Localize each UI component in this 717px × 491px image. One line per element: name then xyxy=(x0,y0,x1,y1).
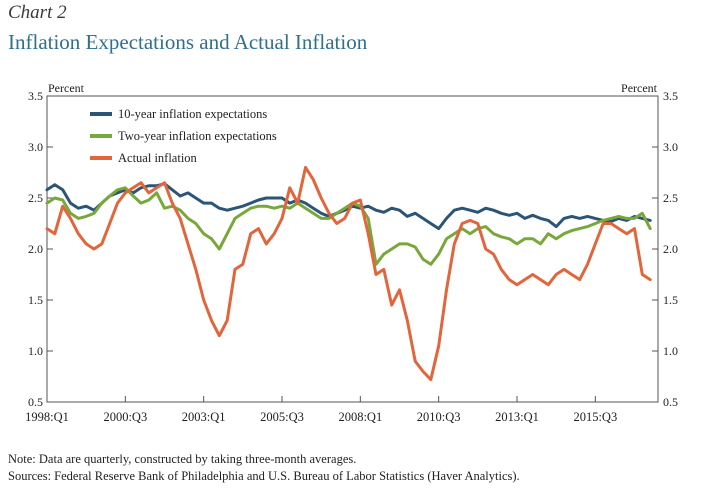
y-axis-label-left: Percent xyxy=(48,81,85,95)
y-tick-label-right: 2.0 xyxy=(663,242,678,256)
series-lines xyxy=(45,165,652,382)
chart-title: Inflation Expectations and Actual Inflat… xyxy=(8,30,368,54)
y-tick-label-left: 2.0 xyxy=(28,242,43,256)
y-tick-label-left: 2.5 xyxy=(28,191,43,205)
series-line-2 xyxy=(45,186,652,266)
x-tick-label: 2003:Q1 xyxy=(182,410,226,424)
x-tick-label: 1998:Q1 xyxy=(25,410,69,424)
axis-ticks: 0.5 0.5 1.0 1.0 1.5 1.5 2.0 2.0 2.5 2.5 3.0 3.0 3.5 3… xyxy=(25,89,678,424)
y-tick-label-left: 0.5 xyxy=(28,395,43,409)
x-tick-label: 2008:Q1 xyxy=(338,410,382,424)
legend-label: Actual inflation xyxy=(118,151,198,165)
x-tick-label: 2015:Q3 xyxy=(573,410,617,424)
series-line-3 xyxy=(45,165,652,382)
y-tick-label-left: 3.5 xyxy=(28,89,43,103)
x-tick-label: 2005:Q3 xyxy=(260,410,304,424)
x-tick-label: 2013:Q1 xyxy=(495,410,539,424)
y-tick-label-right: 3.5 xyxy=(663,89,678,103)
y-tick-label-right: 2.5 xyxy=(663,191,678,205)
y-tick-label-right: 1.0 xyxy=(663,344,678,358)
y-tick-label-left: 1.5 xyxy=(28,293,43,307)
x-tick-label: 2010:Q3 xyxy=(417,410,461,424)
x-tick-label: 2000:Q3 xyxy=(103,410,147,424)
legend-label: 10-year inflation expectations xyxy=(118,107,267,121)
y-tick-label-right: 1.5 xyxy=(663,293,678,307)
legend-label: Two-year inflation expectations xyxy=(118,129,277,143)
chart-number: Chart 2 xyxy=(8,2,67,23)
chart-sources: Sources: Federal Reserve Bank of Philade… xyxy=(8,469,520,483)
y-tick-label-right: 0.5 xyxy=(663,395,678,409)
y-axis-label-right: Percent xyxy=(621,81,658,95)
line-chart: Percent Percent 0.5 0.5 1.0 1.0 1.5 1.5 2.0 2.0… xyxy=(25,81,678,424)
chart-note: Note: Data are quarterly, constructed by… xyxy=(8,452,357,466)
y-tick-label-left: 1.0 xyxy=(28,344,43,358)
y-tick-label-right: 3.0 xyxy=(663,140,678,154)
y-tick-label-left: 3.0 xyxy=(28,140,43,154)
legend: 10-year inflation expectations Two-year i… xyxy=(90,107,277,165)
